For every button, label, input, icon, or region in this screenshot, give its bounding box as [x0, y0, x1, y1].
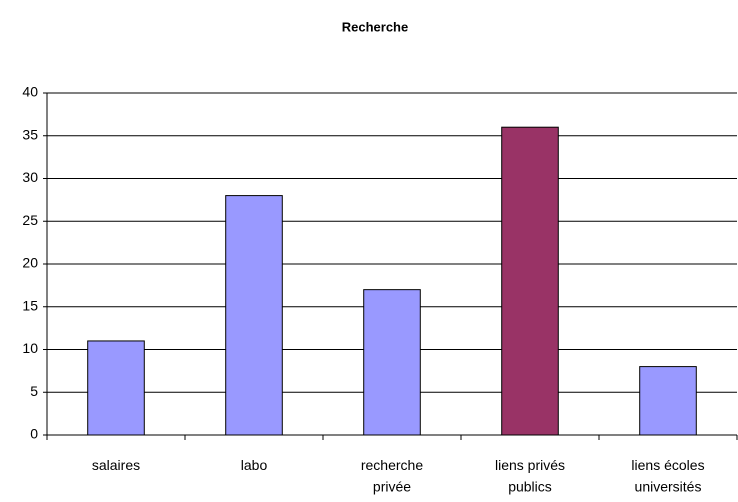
x-tick-label: liens privés publics	[495, 457, 565, 495]
bar	[639, 366, 697, 436]
bar	[501, 126, 559, 436]
bar	[225, 195, 283, 436]
bar	[363, 289, 421, 436]
y-tick-label: 30	[22, 169, 38, 185]
x-tick-label: liens écoles universités	[631, 457, 704, 495]
y-tick-label: 15	[22, 297, 38, 313]
bar	[87, 340, 145, 436]
y-tick-label: 0	[30, 426, 38, 442]
y-tick-label: 20	[22, 255, 38, 271]
y-tick-label: 40	[22, 84, 38, 100]
x-tick-label: salaires	[92, 457, 140, 473]
y-tick-label: 25	[22, 212, 38, 228]
y-tick-label: 35	[22, 126, 38, 142]
chart-title: Recherche	[342, 19, 408, 34]
y-tick-label: 5	[30, 383, 38, 399]
y-tick-label: 10	[22, 340, 38, 356]
x-tick-label: labo	[241, 457, 268, 473]
x-tick-label: recherche privée	[361, 457, 423, 495]
